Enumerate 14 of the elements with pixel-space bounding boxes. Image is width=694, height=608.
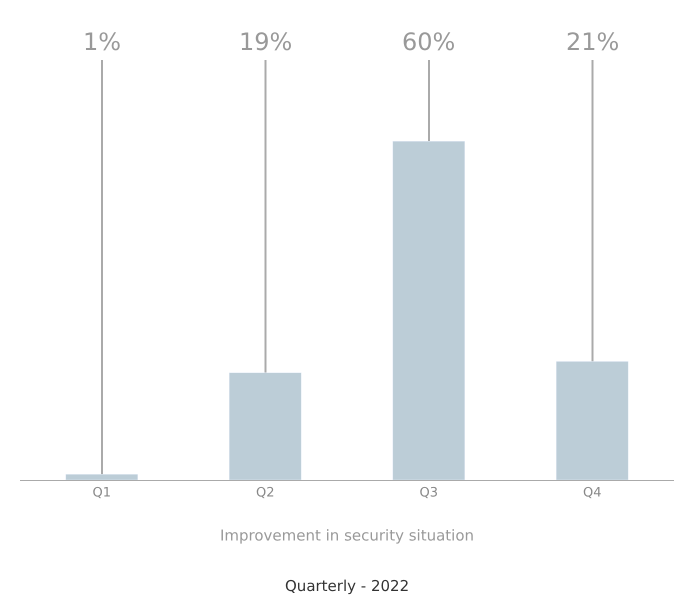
bar <box>556 361 628 480</box>
data-label: 19% <box>239 28 292 56</box>
bar <box>66 474 138 480</box>
data-label: 21% <box>566 28 620 56</box>
x-tick-label: Q3 <box>419 486 438 501</box>
x-tick-label: Q2 <box>256 486 275 501</box>
data-label: 1% <box>83 28 122 56</box>
bar <box>229 372 302 480</box>
bar <box>392 141 465 480</box>
data-label: 60% <box>402 28 456 56</box>
x-tick-label: Q1 <box>92 486 112 501</box>
x-axis-title: Improvement in security situation <box>220 526 474 545</box>
x-tick-label: Q4 <box>582 486 602 501</box>
text: Quarterly - 2022 <box>285 577 410 595</box>
